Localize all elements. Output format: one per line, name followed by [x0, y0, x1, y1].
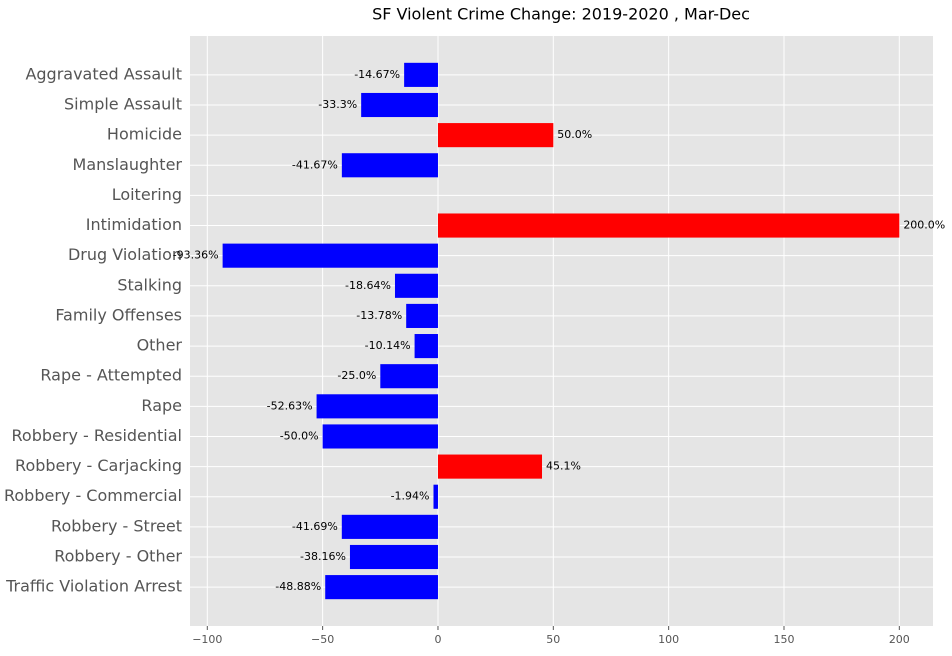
data-label: -38.16% [300, 550, 346, 563]
bar [349, 544, 438, 570]
data-label: 200.0% [903, 219, 945, 232]
plot-area [190, 36, 933, 626]
y-tick-label: Rape - Attempted [40, 366, 182, 385]
data-label: -25.0% [337, 369, 376, 382]
y-tick-label: Family Offenses [55, 305, 182, 324]
y-tick-label: Other [137, 336, 183, 355]
data-label: -13.78% [356, 309, 402, 322]
y-tick-label: Rape [141, 396, 182, 415]
y-tick-label: Aggravated Assault [25, 64, 182, 83]
x-tick-label: 200 [889, 633, 910, 646]
bar [406, 303, 438, 328]
data-label: -1.94% [391, 490, 430, 503]
bar [437, 454, 543, 479]
y-tick-label: Stalking [117, 275, 182, 294]
x-tick-label: 0 [434, 633, 441, 646]
y-tick-label: Traffic Violation Arrest [5, 577, 182, 596]
data-label: 50.0% [557, 128, 592, 141]
y-tick-label: Intimidation [86, 215, 182, 234]
y-tick-label: Robbery - Street [51, 516, 182, 535]
data-label: 45.1% [546, 460, 581, 473]
y-tick-label: Drug Violation [68, 245, 182, 264]
x-tick-label: 100 [658, 633, 679, 646]
y-tick-label: Robbery - Carjacking [15, 456, 182, 475]
data-label: -52.63% [267, 399, 313, 412]
x-tick-label: −50 [311, 633, 334, 646]
data-label: -18.64% [345, 279, 391, 292]
chart-title: SF Violent Crime Change: 2019-2020 , Mar… [372, 5, 750, 24]
x-tick-label: 150 [773, 633, 794, 646]
data-label: -10.14% [365, 339, 411, 352]
y-tick-label: Robbery - Residential [12, 426, 182, 445]
data-label: -50.0% [280, 429, 319, 442]
bar [437, 123, 554, 148]
y-tick-label: Robbery - Commercial [4, 486, 182, 505]
bar [322, 424, 438, 449]
y-tick-label: Homicide [107, 125, 182, 144]
bar [437, 213, 900, 238]
bar [325, 575, 438, 600]
x-tick-label: −100 [192, 633, 222, 646]
data-label: -41.67% [292, 158, 338, 171]
bar [222, 243, 438, 268]
bar [414, 334, 438, 359]
bar [394, 273, 438, 298]
y-tick-label: Simple Assault [64, 95, 182, 114]
bar [433, 484, 438, 509]
x-tick-label: 50 [546, 633, 560, 646]
bar [361, 92, 438, 118]
data-label: -93.36% [173, 249, 219, 262]
y-tick-label: Robbery - Other [54, 546, 182, 565]
data-label: -48.88% [275, 580, 321, 593]
bar [316, 394, 438, 419]
y-tick-label: Loitering [112, 185, 182, 204]
data-label: -33.3% [318, 98, 357, 111]
bar [341, 153, 438, 178]
bar [341, 514, 438, 539]
data-label: -14.67% [354, 68, 400, 81]
bar [404, 62, 438, 87]
y-tick-label: Manslaughter [73, 155, 183, 174]
bar [380, 364, 438, 389]
data-label: -41.69% [292, 520, 338, 533]
